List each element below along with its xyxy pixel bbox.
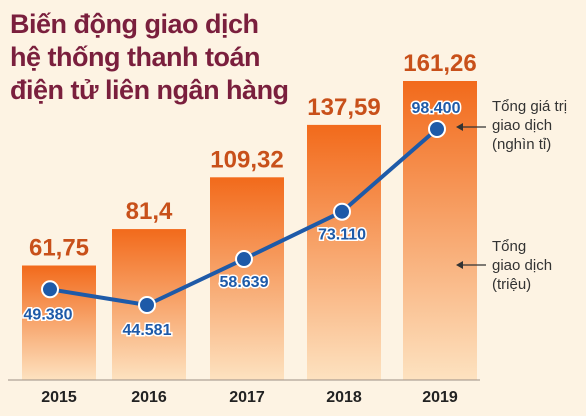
chart-title: Biến động giao dịch hệ thống thanh toán … <box>10 8 289 107</box>
bar-value-label-2017: 109,32 <box>210 146 283 173</box>
title-line-1: Biến động giao dịch <box>10 9 259 39</box>
line-point-2016 <box>138 296 156 314</box>
title-line-3: điện tử liên ngân hàng <box>10 75 289 105</box>
x-tick-label-2018: 2018 <box>326 389 362 406</box>
x-tick-label-2016: 2016 <box>131 389 167 406</box>
line-legend-line-1: Tổng giá trị <box>492 98 568 115</box>
line-value-label-2016: 44.581 <box>123 322 172 339</box>
line-value-label-2019: 98.400 <box>412 100 461 117</box>
bar-value-label-2015: 61,75 <box>29 235 89 262</box>
bar-legend-arrow-head <box>456 261 463 269</box>
line-point-2017 <box>235 250 253 269</box>
bar-legend-line-1: Tổng <box>492 238 527 255</box>
bar-value-label-2016: 81,4 <box>126 198 173 225</box>
line-value-label-2017: 58.639 <box>220 274 269 291</box>
line-value-label-2015: 49.380 <box>24 306 73 323</box>
x-tick-label-2017: 2017 <box>229 389 265 406</box>
bar-legend-line-2: giao dịch <box>492 257 553 274</box>
line-point-2015 <box>41 280 59 299</box>
line-legend-arrow-head <box>456 123 463 131</box>
bar-2017 <box>210 177 284 380</box>
x-tick-label-2015: 2015 <box>41 389 77 406</box>
line-point-2019 <box>428 120 446 138</box>
line-legend-line-2: giao dịch <box>492 117 553 134</box>
bar-2018 <box>307 124 381 380</box>
line-value-label-2018: 73.110 <box>318 227 366 244</box>
bar-2015 <box>22 265 96 380</box>
line-legend-line-3: (nghìn tỉ) <box>492 136 552 153</box>
bar-legend-line-3: (triệu) <box>492 276 532 293</box>
line-legend-label: Tổng giá trị giao dịch (nghìn tỉ) <box>492 97 567 154</box>
bar-value-label-2018: 137,59 <box>307 94 380 121</box>
bar-value-label-2019: 161,26 <box>403 50 476 77</box>
title-line-2: hệ thống thanh toán <box>10 42 260 72</box>
x-tick-label-2019: 2019 <box>422 389 458 406</box>
line-point-2018 <box>333 202 351 221</box>
bar-legend-label: Tổng giao dịch (triệu) <box>492 237 552 294</box>
